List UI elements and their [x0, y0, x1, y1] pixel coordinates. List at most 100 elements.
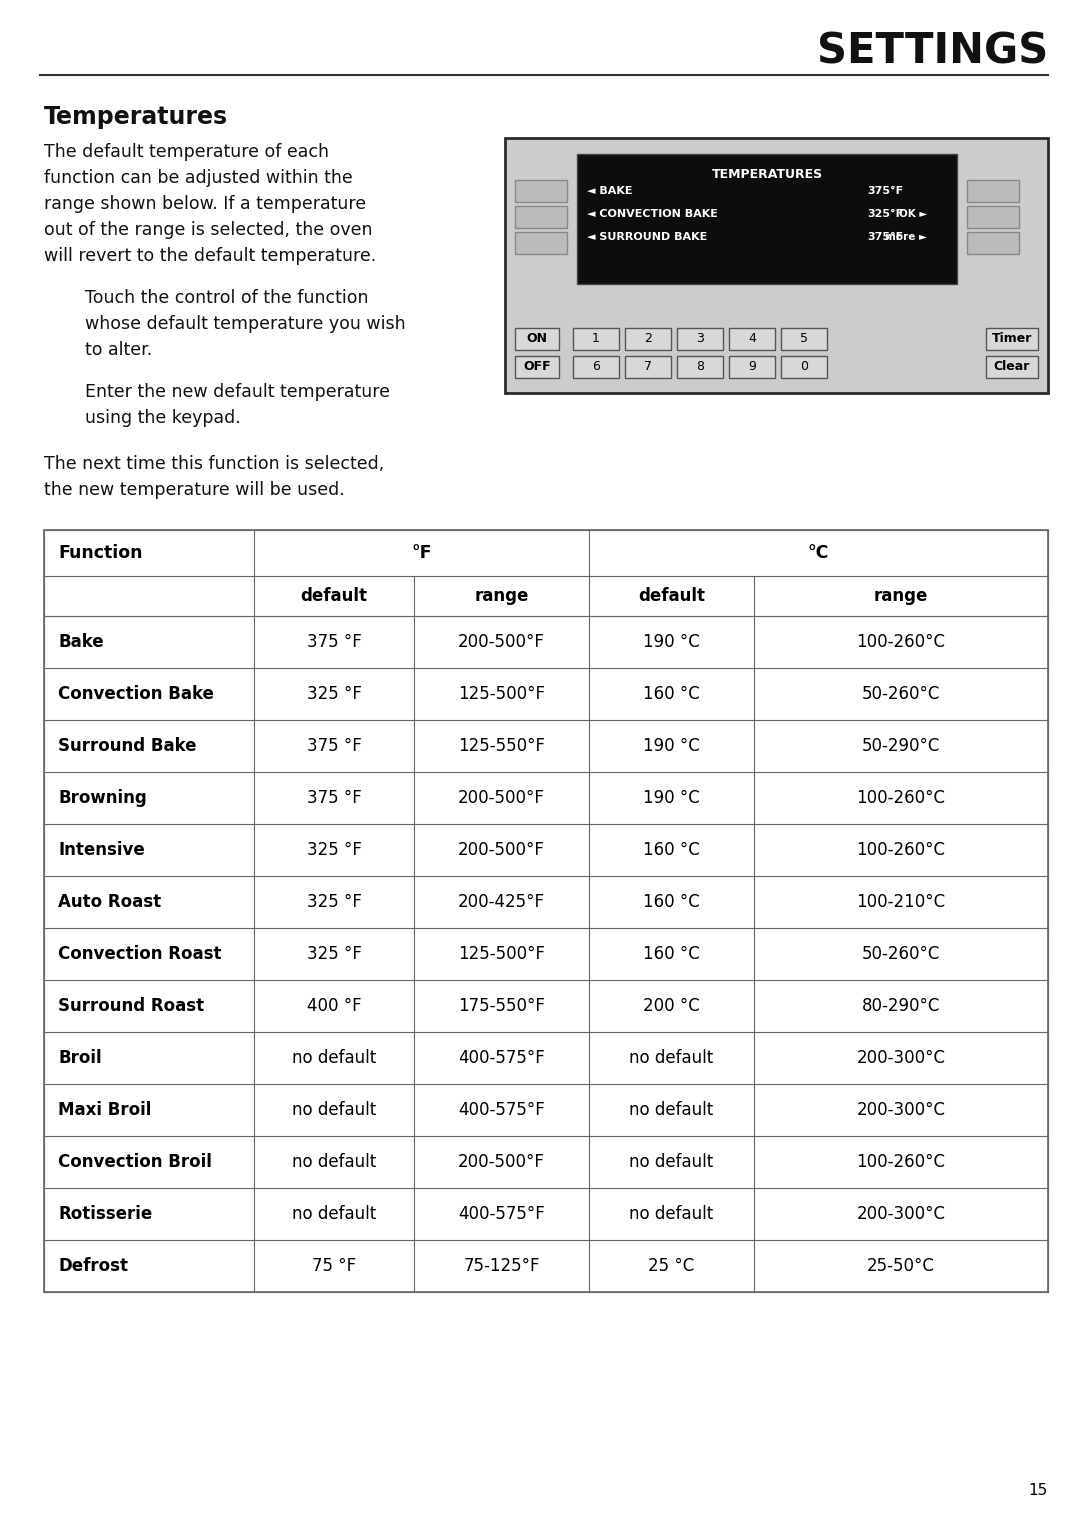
Text: The default temperature of each: The default temperature of each	[44, 144, 329, 160]
Text: 9: 9	[748, 361, 756, 373]
Text: 190 °C: 190 °C	[643, 736, 700, 755]
Text: no default: no default	[292, 1154, 376, 1170]
Text: no default: no default	[292, 1206, 376, 1222]
Text: Function: Function	[58, 544, 143, 562]
Text: Maxi Broil: Maxi Broil	[58, 1102, 151, 1118]
FancyBboxPatch shape	[44, 530, 1048, 1293]
Text: 200 °C: 200 °C	[643, 996, 700, 1015]
FancyBboxPatch shape	[677, 356, 723, 377]
Text: 200-300°C: 200-300°C	[856, 1206, 945, 1222]
Text: Convection Roast: Convection Roast	[58, 944, 221, 963]
Text: OFF: OFF	[523, 361, 551, 373]
Text: 80-290°C: 80-290°C	[862, 996, 941, 1015]
Text: 190 °C: 190 °C	[643, 788, 700, 807]
Text: 50-260°C: 50-260°C	[862, 685, 941, 703]
Text: 2: 2	[644, 333, 652, 345]
Text: Intensive: Intensive	[58, 840, 145, 859]
Text: Broil: Broil	[58, 1050, 102, 1067]
Text: Browning: Browning	[58, 788, 147, 807]
Text: 7: 7	[644, 361, 652, 373]
Text: 125-500°F: 125-500°F	[458, 685, 545, 703]
Text: 100-260°C: 100-260°C	[856, 840, 945, 859]
Text: the new temperature will be used.: the new temperature will be used.	[44, 481, 345, 500]
Text: Temperatures: Temperatures	[44, 105, 228, 128]
Text: ◄ CONVECTION BAKE: ◄ CONVECTION BAKE	[588, 209, 718, 219]
Text: Auto Roast: Auto Roast	[58, 892, 161, 911]
Text: 15: 15	[1029, 1484, 1048, 1497]
FancyBboxPatch shape	[781, 329, 827, 350]
Text: Defrost: Defrost	[58, 1258, 129, 1274]
Text: TEMPERATURES: TEMPERATURES	[712, 168, 823, 180]
Text: range: range	[474, 587, 529, 605]
Text: range: range	[874, 587, 928, 605]
Text: ◄ BAKE: ◄ BAKE	[588, 186, 633, 196]
Text: 25 °C: 25 °C	[648, 1258, 694, 1274]
FancyBboxPatch shape	[573, 329, 619, 350]
Text: using the keypad.: using the keypad.	[85, 410, 241, 426]
Text: 325 °F: 325 °F	[307, 944, 362, 963]
Text: Enter the new default temperature: Enter the new default temperature	[85, 384, 390, 400]
FancyBboxPatch shape	[986, 356, 1038, 377]
Text: 100-260°C: 100-260°C	[856, 788, 945, 807]
Text: 325 °F: 325 °F	[307, 892, 362, 911]
Text: 8: 8	[696, 361, 704, 373]
FancyBboxPatch shape	[625, 329, 671, 350]
Text: 1: 1	[592, 333, 599, 345]
Text: 375 °F: 375 °F	[307, 788, 362, 807]
FancyBboxPatch shape	[515, 180, 567, 202]
Text: 375°F: 375°F	[867, 186, 903, 196]
Text: 375 °F: 375 °F	[307, 736, 362, 755]
Text: 75-125°F: 75-125°F	[463, 1258, 540, 1274]
FancyBboxPatch shape	[515, 329, 559, 350]
FancyBboxPatch shape	[677, 329, 723, 350]
Text: 400-575°F: 400-575°F	[458, 1102, 545, 1118]
Text: 200-425°F: 200-425°F	[458, 892, 545, 911]
FancyBboxPatch shape	[577, 154, 957, 284]
FancyBboxPatch shape	[515, 232, 567, 254]
FancyBboxPatch shape	[967, 180, 1020, 202]
Text: default: default	[638, 587, 705, 605]
Text: 5: 5	[800, 333, 808, 345]
FancyBboxPatch shape	[515, 206, 567, 228]
Text: whose default temperature you wish: whose default temperature you wish	[85, 315, 406, 333]
FancyBboxPatch shape	[625, 356, 671, 377]
Text: no default: no default	[630, 1050, 714, 1067]
Text: 100-260°C: 100-260°C	[856, 633, 945, 651]
Text: 125-500°F: 125-500°F	[458, 944, 545, 963]
Text: 200-500°F: 200-500°F	[458, 1154, 545, 1170]
Text: 200-300°C: 200-300°C	[856, 1050, 945, 1067]
Text: Convection Broil: Convection Broil	[58, 1154, 212, 1170]
Text: no default: no default	[630, 1206, 714, 1222]
Text: Timer: Timer	[991, 333, 1032, 345]
Text: Surround Bake: Surround Bake	[58, 736, 197, 755]
Text: °C: °C	[808, 544, 829, 562]
Text: 3: 3	[697, 333, 704, 345]
Text: 325 °F: 325 °F	[307, 685, 362, 703]
Text: 100-210°C: 100-210°C	[856, 892, 946, 911]
Text: SETTINGS: SETTINGS	[816, 31, 1048, 72]
Text: 4: 4	[748, 333, 756, 345]
Text: 125-550°F: 125-550°F	[458, 736, 545, 755]
FancyBboxPatch shape	[515, 356, 559, 377]
Text: Clear: Clear	[994, 361, 1030, 373]
Text: ◄ SURROUND BAKE: ◄ SURROUND BAKE	[588, 232, 707, 241]
Text: 160 °C: 160 °C	[643, 685, 700, 703]
Text: 375 °F: 375 °F	[307, 633, 362, 651]
Text: to alter.: to alter.	[85, 341, 152, 359]
FancyBboxPatch shape	[986, 329, 1038, 350]
FancyBboxPatch shape	[729, 356, 775, 377]
Text: 6: 6	[592, 361, 599, 373]
Text: 325 °F: 325 °F	[307, 840, 362, 859]
FancyBboxPatch shape	[729, 329, 775, 350]
Text: will revert to the default temperature.: will revert to the default temperature.	[44, 248, 376, 264]
Text: 400-575°F: 400-575°F	[458, 1206, 545, 1222]
Text: The next time this function is selected,: The next time this function is selected,	[44, 455, 384, 474]
Text: Rotisserie: Rotisserie	[58, 1206, 152, 1222]
Text: 375°F: 375°F	[867, 232, 903, 241]
Text: 400 °F: 400 °F	[307, 996, 362, 1015]
Text: OK ►: OK ►	[899, 209, 927, 219]
Text: 160 °C: 160 °C	[643, 944, 700, 963]
Text: 175-550°F: 175-550°F	[458, 996, 545, 1015]
Text: ON: ON	[527, 333, 548, 345]
Text: 400-575°F: 400-575°F	[458, 1050, 545, 1067]
